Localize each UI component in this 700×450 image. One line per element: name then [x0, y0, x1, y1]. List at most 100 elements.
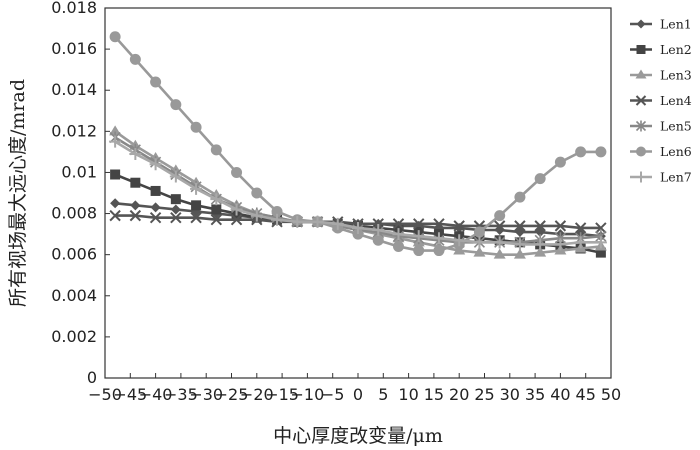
data-point	[352, 228, 364, 240]
data-point	[534, 238, 547, 251]
data-point	[109, 209, 121, 222]
data-point	[372, 234, 384, 246]
legend-marker	[635, 69, 647, 79]
data-point	[372, 224, 385, 236]
data-point	[574, 236, 587, 249]
legend-marker	[636, 45, 646, 54]
x-tick-label: 30	[500, 385, 520, 404]
data-point	[109, 125, 122, 136]
data-point	[575, 146, 587, 158]
x-tick-label: 15	[424, 385, 444, 404]
x-tick-label: −15	[265, 385, 299, 404]
legend-label: Len1	[660, 17, 692, 32]
data-point	[251, 187, 263, 199]
x-tick-label: −45	[113, 385, 147, 404]
data-point	[514, 191, 526, 203]
data-point	[210, 144, 222, 156]
data-point	[191, 200, 202, 211]
data-point	[129, 53, 141, 65]
y-tick-label: 0.006	[51, 245, 97, 264]
data-point	[534, 246, 547, 257]
data-point	[412, 230, 425, 243]
legend-marker	[635, 95, 647, 106]
data-point	[190, 211, 202, 224]
x-tick-label: 50	[601, 385, 621, 404]
legend-item-len3: Len3	[630, 68, 692, 83]
data-point	[493, 236, 506, 249]
legend-item-len4: Len4	[630, 93, 692, 108]
x-tick-label: −20	[240, 385, 274, 404]
y-tick-label: 0.014	[51, 80, 97, 99]
legend-label: Len6	[660, 144, 692, 159]
data-point	[473, 226, 485, 238]
data-point	[210, 214, 223, 226]
data-point	[413, 245, 425, 257]
data-point	[433, 218, 445, 230]
data-point	[514, 220, 526, 232]
data-point	[130, 177, 141, 188]
data-point	[534, 220, 546, 232]
legend-marker	[636, 146, 646, 157]
data-point	[169, 170, 182, 183]
data-point	[170, 204, 181, 215]
legend-marker	[635, 171, 647, 183]
data-point	[110, 169, 121, 180]
data-point	[230, 203, 243, 216]
data-point	[594, 236, 607, 249]
data-point	[413, 218, 425, 230]
data-point	[311, 215, 324, 228]
data-point	[493, 248, 506, 259]
tick-labels: 0 0.002 0.004 0.006 0.008 0.01 0.012 0.014 0.016…	[51, 0, 621, 404]
data-point	[271, 213, 284, 226]
x-tick-label: 45	[576, 385, 596, 404]
x-tick-label: 40	[550, 385, 570, 404]
x-tick-label: 35	[525, 385, 545, 404]
data-point	[554, 238, 567, 251]
x-tick-label: −40	[139, 385, 173, 404]
y-tick-label: 0.018	[51, 0, 97, 17]
data-point	[129, 209, 142, 222]
legend-marker	[636, 19, 646, 29]
x-tick-label: 0	[353, 385, 363, 404]
x-tick-label: 10	[398, 385, 418, 404]
data-point	[149, 158, 162, 171]
x-tick-label: 5	[378, 385, 388, 404]
data-point	[595, 146, 607, 158]
data-point	[433, 245, 445, 257]
data-point	[190, 121, 202, 133]
x-tick-label: −50	[88, 385, 122, 404]
data-point	[453, 234, 466, 247]
data-point	[250, 209, 263, 222]
data-point	[331, 217, 344, 230]
legend-item-len2: Len2	[630, 42, 692, 57]
data-point	[170, 194, 181, 205]
legend-label: Len2	[660, 42, 692, 57]
y-tick-label: 0.008	[51, 204, 97, 223]
data-point	[494, 210, 506, 222]
data-point	[170, 99, 182, 111]
x-tick-label: −30	[189, 385, 223, 404]
data-point	[149, 211, 162, 224]
legend-item-len5: Len5	[630, 119, 692, 134]
series-len7	[109, 135, 607, 251]
data-point	[129, 147, 142, 160]
data-point	[473, 236, 486, 249]
y-tick-label: 0.016	[51, 39, 97, 58]
data-point	[190, 182, 203, 195]
data-point	[211, 204, 222, 215]
series-len6	[109, 31, 607, 257]
data-point	[392, 240, 404, 252]
data-point	[534, 173, 546, 185]
data-point	[513, 238, 526, 251]
data-point	[170, 211, 182, 224]
legend-item-len6: Len6	[630, 144, 692, 159]
data-point	[110, 198, 121, 209]
data-point	[130, 200, 141, 211]
legend-label: Len4	[660, 93, 692, 108]
legend-label: Len5	[660, 119, 692, 134]
x-tick-label: 20	[449, 385, 469, 404]
y-tick-label: 0	[87, 368, 97, 387]
legend-label: Len7	[660, 170, 692, 185]
